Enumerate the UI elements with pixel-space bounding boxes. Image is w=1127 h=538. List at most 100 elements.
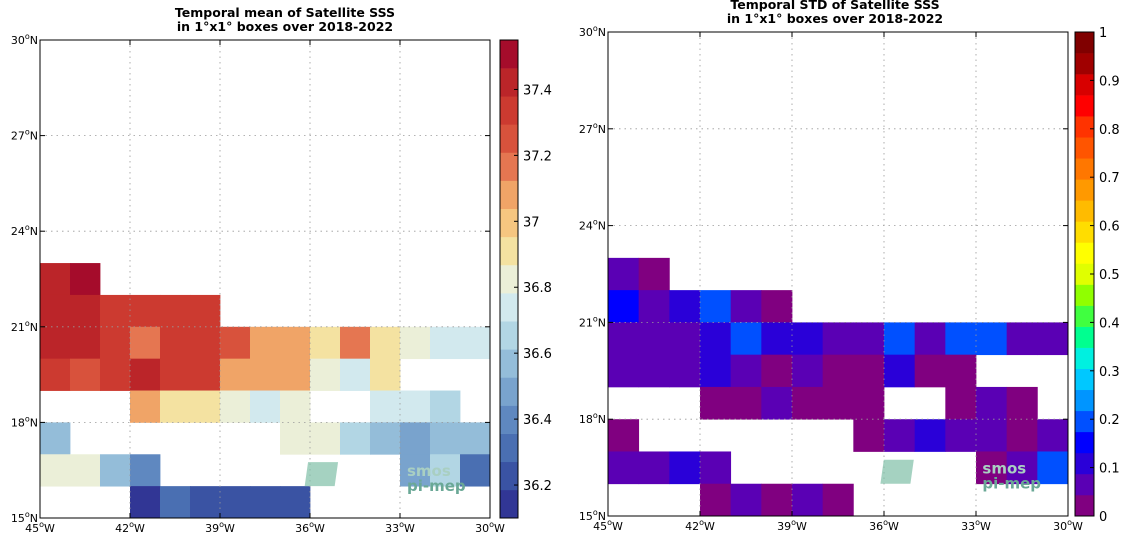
colorbar-tick-label: 0.7 — [1099, 171, 1120, 186]
heatmap-cell — [310, 326, 341, 360]
heatmap-cell — [220, 486, 251, 519]
x-tick-label: 42oW — [685, 518, 715, 533]
heatmap-cell — [608, 290, 640, 323]
heatmap-cell — [1006, 322, 1038, 356]
heatmap-cell — [792, 483, 824, 517]
heatmap-cell — [1006, 386, 1038, 420]
x-tick-label: 36oW — [295, 520, 325, 535]
heatmap-cell — [945, 419, 977, 452]
y-tick-label: 24oN — [11, 223, 38, 238]
x-tick-label: 39oW — [777, 518, 807, 533]
colorbar-segment — [500, 293, 518, 322]
heatmap-cell — [130, 358, 161, 391]
colorbar-segment — [500, 349, 518, 378]
colorbar-tick-label: 37 — [523, 215, 540, 230]
heatmap-cell — [700, 354, 732, 388]
heatmap-cell — [976, 419, 1008, 452]
colorbar-segment — [1075, 53, 1094, 75]
colorbar-tick-label: 0.4 — [1099, 316, 1120, 331]
heatmap-cell — [669, 322, 701, 356]
heatmap-cell — [853, 322, 885, 356]
heatmap-cell — [638, 354, 670, 388]
heatmap-cell — [100, 326, 131, 360]
heatmap-cell — [70, 294, 101, 328]
colorbar-tick-label: 36.8 — [523, 281, 552, 296]
heatmap-cell — [280, 486, 311, 519]
heatmap-cell — [250, 390, 281, 423]
y-tick-label: 30oN — [579, 24, 606, 39]
heatmap-cell — [730, 290, 762, 323]
heatmap-cell — [190, 358, 221, 391]
x-tick-label: 30oW — [1053, 518, 1083, 533]
colorbar-tick-label: 0.6 — [1099, 220, 1120, 235]
colorbar-tick-label: 0.3 — [1099, 365, 1120, 380]
heatmap-cell — [280, 390, 311, 423]
x-tick-label: 30oW — [475, 520, 505, 535]
colorbar-segment — [1075, 179, 1094, 201]
heatmap-cell — [460, 422, 491, 455]
heatmap-cell — [280, 326, 311, 360]
heatmap-cell — [160, 326, 191, 360]
heatmap-cell — [608, 354, 640, 388]
heatmap-cell — [700, 290, 732, 323]
heatmap-cell — [608, 419, 640, 452]
heatmap-cell — [340, 326, 371, 360]
heatmap-cell — [822, 322, 854, 356]
colorbar-segment — [1075, 263, 1094, 285]
heatmap-cell — [1006, 451, 1038, 485]
heatmap-cell — [160, 390, 191, 423]
colorbar-segment — [1075, 305, 1094, 327]
heatmap-cell — [608, 322, 640, 356]
logo-text-smos: smos — [982, 460, 1026, 478]
heatmap-cell — [130, 454, 161, 487]
colorbar-segment — [500, 321, 518, 350]
heatmap-cell — [1006, 419, 1038, 452]
heatmap-cell — [40, 294, 71, 328]
heatmap-cell — [730, 322, 762, 356]
heatmap-cell — [914, 419, 946, 452]
x-tick-label: 39oW — [205, 520, 235, 535]
colorbar-tick-label: 36.2 — [523, 479, 552, 494]
colorbar-segment — [1075, 284, 1094, 306]
heatmap-cell — [669, 290, 701, 323]
heatmap-cell — [884, 354, 916, 388]
heatmap-cell — [914, 322, 946, 356]
heatmap-cell — [400, 326, 431, 360]
y-tick-label: 15oN — [579, 508, 606, 523]
heatmap-cell — [130, 326, 161, 360]
colorbar-segment — [1075, 242, 1094, 264]
colorbar-segment — [500, 433, 518, 463]
colorbar-segment — [1075, 473, 1094, 496]
colorbar-segment — [1075, 137, 1094, 159]
colorbar-segment — [1075, 221, 1094, 243]
x-tick-label: 45oW — [593, 518, 623, 533]
logo-text-smos: smos — [407, 462, 451, 480]
chart-title-line-2: in 1°x1° boxes over 2018-2022 — [727, 11, 943, 26]
colorbar-tick-label: 0.1 — [1099, 462, 1120, 477]
heatmap-cell — [761, 322, 793, 356]
heatmap-cell — [40, 358, 71, 391]
colorbar-segment — [500, 405, 518, 434]
x-tick-label: 33oW — [961, 518, 991, 533]
heatmap-cell — [460, 454, 491, 487]
heatmap-cell — [400, 422, 431, 455]
heatmap-cell — [700, 483, 732, 517]
heatmap-cell — [792, 354, 824, 388]
y-tick-label: 18oN — [11, 414, 38, 429]
heatmap-cell — [822, 386, 854, 420]
heatmap-cell — [669, 451, 701, 485]
heatmap-cell — [370, 422, 401, 455]
colorbar-segment — [500, 264, 518, 294]
y-tick-label: 30oN — [11, 32, 38, 47]
colorbar-segment — [1075, 452, 1094, 475]
heatmap-cell — [190, 486, 221, 519]
heatmap-cell — [370, 390, 401, 423]
x-tick-label: 36oW — [869, 518, 899, 533]
heatmap-cell — [884, 322, 916, 356]
y-tick-label: 21oN — [579, 314, 606, 329]
heatmap-cell — [1037, 322, 1069, 356]
heatmap-cell — [40, 422, 71, 455]
logo-mark — [304, 462, 339, 487]
